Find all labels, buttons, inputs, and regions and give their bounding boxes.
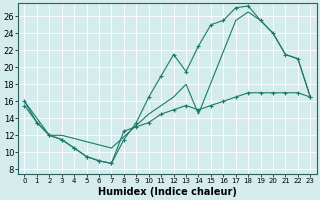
X-axis label: Humidex (Indice chaleur): Humidex (Indice chaleur) [98, 187, 237, 197]
